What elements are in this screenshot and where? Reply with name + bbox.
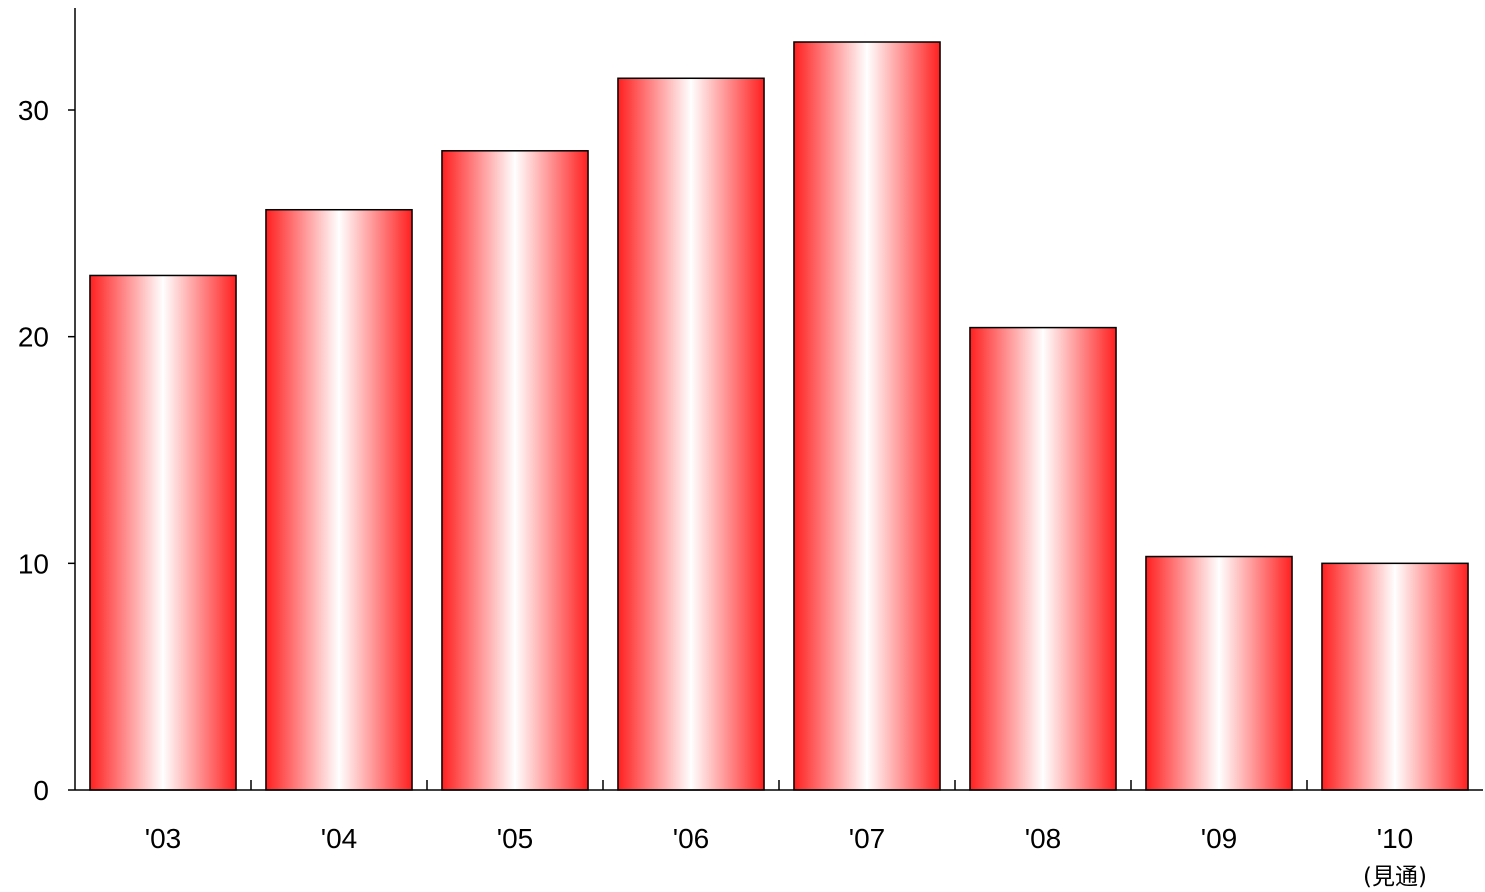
x-tick-label-0: '03 xyxy=(145,823,182,854)
x-tick-label-3: '06 xyxy=(673,823,710,854)
bar-1 xyxy=(265,208,413,791)
y-tick-label-3: 30 xyxy=(18,95,49,126)
y-tick-label-2: 20 xyxy=(18,322,49,353)
x-tick-label-5: '08 xyxy=(1025,823,1062,854)
bar-6 xyxy=(1145,555,1293,791)
bar-5 xyxy=(969,326,1117,791)
y-tick-label-1: 10 xyxy=(18,548,49,579)
x-tick-sublabel-7: (見通) xyxy=(1363,864,1427,890)
x-tick-label-2: '05 xyxy=(497,823,534,854)
bar-4 xyxy=(793,41,941,791)
x-tick-label-4: '07 xyxy=(849,823,886,854)
x-tick-label-7: '10 xyxy=(1377,823,1414,854)
bar-0 xyxy=(89,274,237,791)
bars-layer xyxy=(89,41,1469,791)
axes xyxy=(68,8,1483,791)
x-tick-label-6: '09 xyxy=(1201,823,1238,854)
tick-labels: 0 10 20 30 '03 '04 '05 '06 '07 '08 '09 '10 (見通) xyxy=(18,95,1427,890)
y-tick-label-0: 0 xyxy=(33,775,49,806)
x-tick-label-1: '04 xyxy=(321,823,358,854)
bar-3 xyxy=(617,77,765,791)
bar-7 xyxy=(1321,562,1469,791)
bar-2 xyxy=(441,150,589,791)
